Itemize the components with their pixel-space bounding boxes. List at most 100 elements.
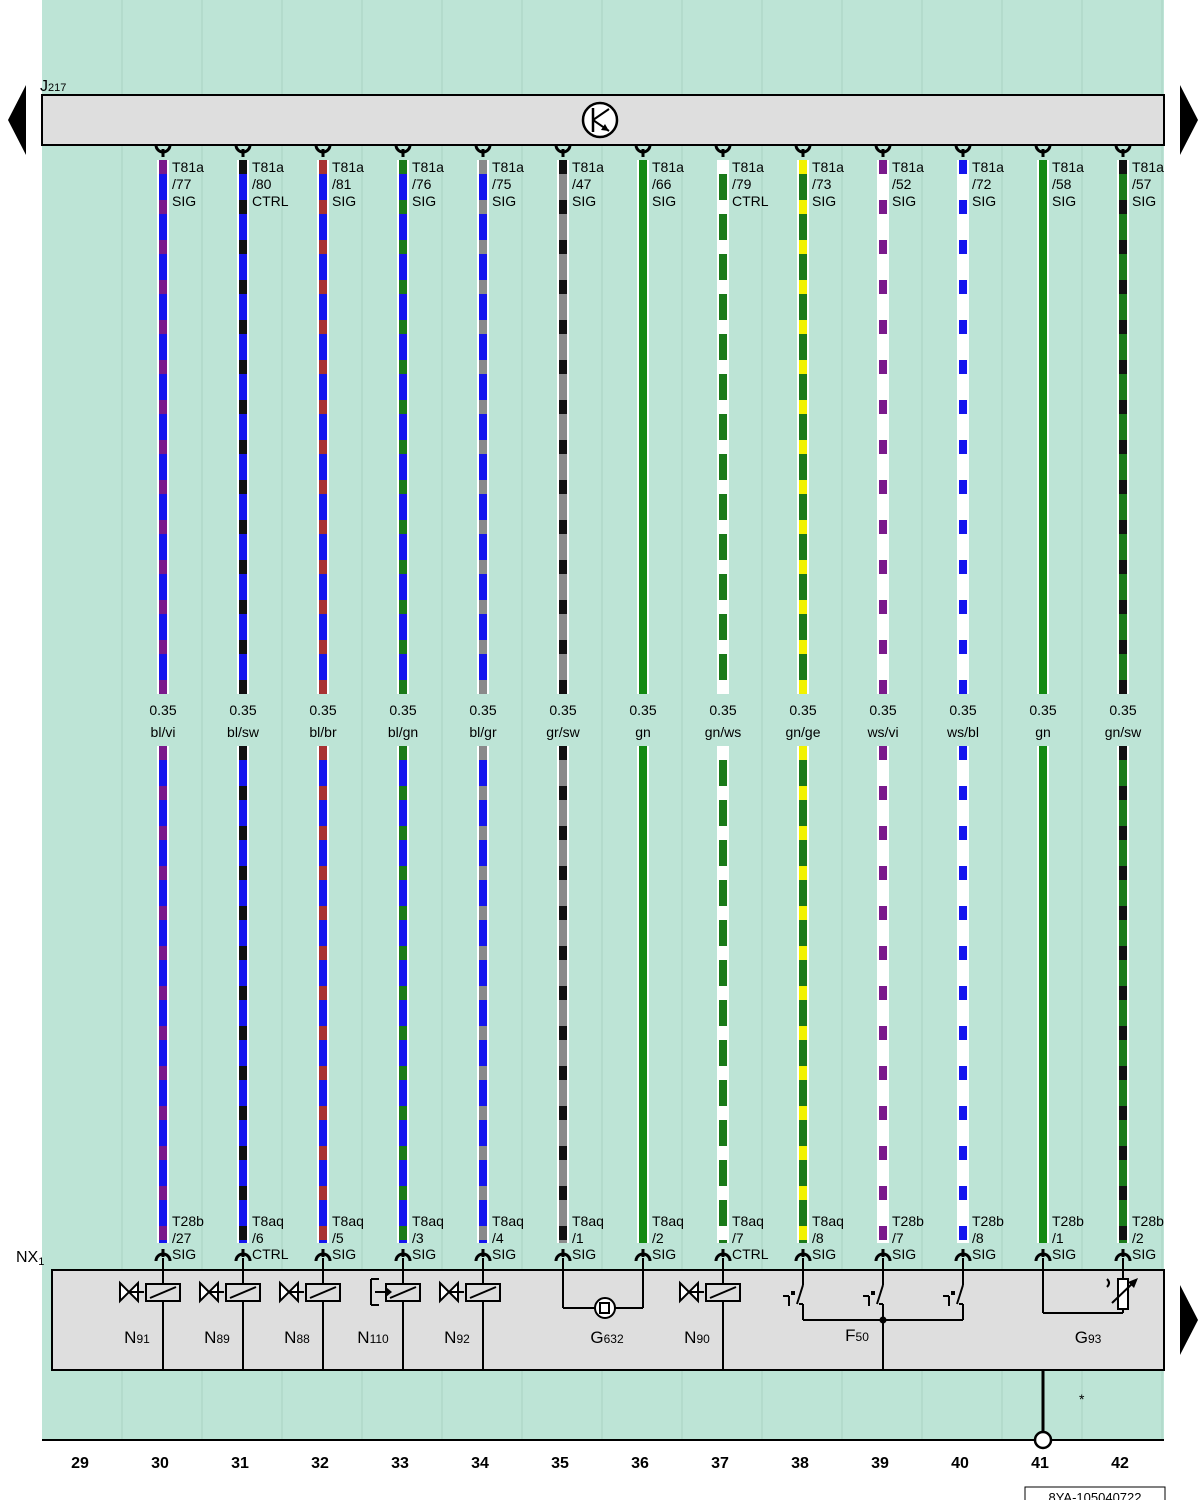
wire-size: 0.35: [1029, 702, 1056, 718]
bottom-signal-type: SIG: [572, 1246, 596, 1262]
symbol-line: [229, 1286, 257, 1299]
wire-color-code: ws/bl: [946, 724, 979, 740]
wire-color-code: bl/sw: [227, 724, 260, 740]
bottom-pin-number: /5: [332, 1230, 344, 1246]
top-connector-id: T81a: [1052, 159, 1084, 175]
wire-size: 0.35: [229, 702, 256, 718]
component-n90[interactable]: N90: [679, 1270, 741, 1370]
top-pin-number: /77: [172, 176, 192, 192]
bottom-connector-id: T8aq: [252, 1213, 284, 1229]
wire-base-color: [799, 160, 807, 694]
component-n110[interactable]: N110: [357, 1270, 421, 1370]
wire-color-code: gn/sw: [1105, 724, 1142, 740]
actuator-arrow-icon: [386, 1287, 392, 1297]
component-f50[interactable]: F50: [783, 1270, 964, 1370]
wire-base-color: [1039, 160, 1047, 694]
module-label: NX1: [16, 1249, 44, 1268]
continuation-arrow-icon[interactable]: [1180, 1285, 1198, 1355]
top-pin-number: /72: [972, 176, 992, 192]
column-number: 40: [951, 1455, 969, 1472]
symbol-line: [389, 1286, 417, 1299]
bottom-signal-type: SIG: [172, 1246, 196, 1262]
symbol-line: [469, 1286, 497, 1299]
column-dividers: [121, 0, 1163, 1440]
wire-color-code: bl/gr: [469, 724, 497, 740]
bottom-connector-id: T8aq: [412, 1213, 444, 1229]
top-connector-id: T81a: [892, 159, 924, 175]
top-connector-id: T81a: [652, 159, 684, 175]
symbol-line: [956, 1284, 964, 1305]
wire-color-code: bl/vi: [151, 724, 176, 740]
wire-base-color: [559, 160, 567, 694]
top-signal-type: SIG: [1132, 193, 1156, 209]
bottom-pin-number: /8: [972, 1230, 984, 1246]
bottom-connector-id: T8aq: [732, 1213, 764, 1229]
bottom-signal-type: CTRL: [732, 1246, 769, 1262]
bottom-signal-type: SIG: [972, 1246, 996, 1262]
component-g93[interactable]: G93: [1042, 1270, 1138, 1347]
wire-color-code: gn: [635, 724, 651, 740]
wire-size: 0.35: [549, 702, 576, 718]
bottom-connector-id: T8aq: [492, 1213, 524, 1229]
top-connector-id: T81a: [732, 159, 764, 175]
temperature-icon: [1106, 1278, 1110, 1288]
bottom-pin-number: /3: [412, 1230, 424, 1246]
doc-id-box: [1024, 1486, 1166, 1500]
top-pin-number: /47: [572, 176, 592, 192]
bottom-signal-type: CTRL: [252, 1246, 289, 1262]
wire-base-color: [879, 160, 887, 694]
wire-base-color: [159, 160, 167, 694]
component-label: G632: [590, 1328, 624, 1347]
component-g632[interactable]: G632: [562, 1270, 644, 1347]
column-number: 41: [1031, 1455, 1049, 1472]
component-n91[interactable]: N91: [119, 1270, 181, 1370]
wire-base-color: [639, 160, 647, 694]
wire-size: 0.35: [629, 702, 656, 718]
symbol-line: [309, 1286, 337, 1299]
diagram-background: [42, 0, 1164, 1440]
bottom-connector-id: T8aq: [652, 1213, 684, 1229]
doc-id: 8YA-105040722: [1048, 1490, 1141, 1500]
top-signal-type: SIG: [412, 193, 436, 209]
previous-page-arrow-icon[interactable]: [8, 85, 26, 155]
wire-base-color: [719, 160, 727, 694]
bottom-connector-id: T28b: [892, 1213, 924, 1229]
bottom-pin-number: /1: [1052, 1230, 1064, 1246]
component-label: N91: [124, 1328, 150, 1347]
wire-base-color: [479, 160, 487, 694]
top-connector-id: T81a: [332, 159, 364, 175]
top-signal-type: SIG: [492, 193, 516, 209]
top-pin-number: /57: [1132, 176, 1152, 192]
bottom-connector-id: T28b: [172, 1213, 204, 1229]
transistor-icon: [581, 101, 619, 139]
column-number: 33: [391, 1455, 409, 1472]
next-page-arrow-icon[interactable]: [1180, 85, 1198, 155]
top-connector-id: T81a: [1132, 159, 1164, 175]
bottom-signal-type: SIG: [892, 1246, 916, 1262]
wire-size: 0.35: [709, 702, 736, 718]
top-signal-type: SIG: [892, 193, 916, 209]
wire-color-code: bl/br: [309, 724, 337, 740]
component-n92[interactable]: N92: [439, 1270, 501, 1370]
component-n89[interactable]: N89: [199, 1270, 261, 1370]
wire-color-code: ws/vi: [866, 724, 898, 740]
bottom-signal-type: SIG: [332, 1246, 356, 1262]
bottom-connector-id: T28b: [1132, 1213, 1164, 1229]
top-signal-type: CTRL: [252, 193, 289, 209]
component-n88[interactable]: N88: [279, 1270, 341, 1370]
top-signal-type: SIG: [972, 193, 996, 209]
